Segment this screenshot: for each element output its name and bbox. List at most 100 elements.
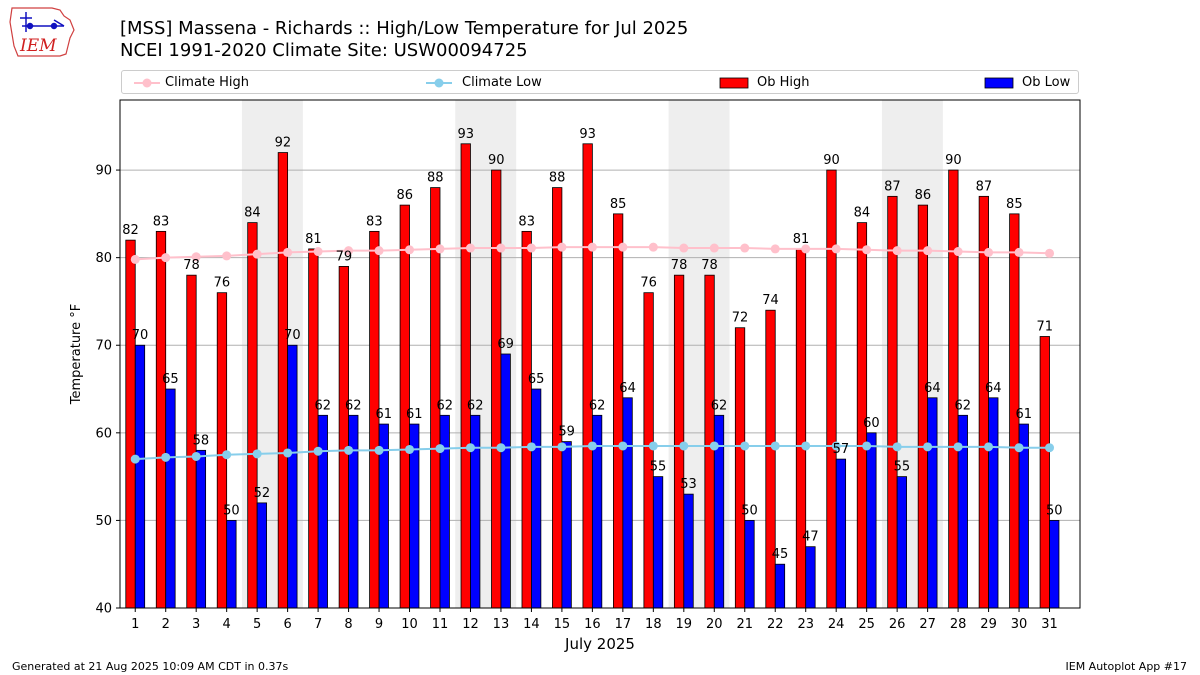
ob-high-value-label: 93 xyxy=(457,127,474,142)
ob-low-bar xyxy=(256,502,267,609)
legend-label-ob-high: Ob High xyxy=(757,75,810,90)
climate-low-line-icon xyxy=(426,78,452,88)
x-tick-label: 16 xyxy=(584,617,601,632)
legend-label-climate-high: Climate High xyxy=(165,75,250,90)
ob-high-value-label: 72 xyxy=(732,311,749,326)
climate-low-point xyxy=(496,443,506,453)
climate-low-point xyxy=(557,442,567,452)
x-tick-label: 8 xyxy=(344,617,352,632)
ob-high-value-label: 78 xyxy=(183,258,200,273)
ob-low-bar xyxy=(988,397,999,609)
ob-low-bar xyxy=(774,563,786,609)
ob-low-value-label: 62 xyxy=(436,398,453,413)
ob-high-value-label: 83 xyxy=(153,214,170,229)
ob-high-value-label: 76 xyxy=(640,276,657,291)
legend-item-climate-low: Climate Low xyxy=(424,74,584,92)
ob-high-value-label: 83 xyxy=(518,214,535,229)
svg-text:IEM: IEM xyxy=(19,36,57,56)
y-tick-label: 70 xyxy=(95,339,112,354)
climate-high-point xyxy=(191,252,201,262)
ob-low-bar xyxy=(439,414,450,609)
x-tick-label: 18 xyxy=(645,617,662,632)
ob-low-value-label: 50 xyxy=(1046,503,1063,518)
ob-low-value-label: 65 xyxy=(528,372,545,387)
ob-high-value-label: 88 xyxy=(427,171,444,186)
climate-high-point xyxy=(283,247,293,257)
climate-low-point xyxy=(313,446,323,456)
ob-low-bar xyxy=(652,476,664,609)
y-tick-label: 90 xyxy=(95,164,112,179)
ob-low-bar xyxy=(561,441,572,609)
ob-low-value-label: 62 xyxy=(315,398,332,413)
climate-low-point xyxy=(405,444,415,454)
ob-high-bar xyxy=(521,230,532,609)
ob-high-bar xyxy=(826,169,837,609)
ob-low-bar xyxy=(226,520,237,609)
ob-high-bar xyxy=(673,274,685,609)
climate-high-point xyxy=(709,243,719,253)
climate-high-point xyxy=(313,247,323,257)
ob-low-value-label: 61 xyxy=(375,407,392,422)
climate-low-point xyxy=(252,449,262,459)
climate-high-point xyxy=(405,245,415,255)
x-tick-label: 12 xyxy=(462,617,479,632)
ob-low-value-label: 58 xyxy=(193,433,210,448)
x-axis-label: July 2025 xyxy=(564,635,635,653)
climate-high-point xyxy=(770,244,780,254)
climate-high-point xyxy=(465,243,475,253)
x-tick-label: 4 xyxy=(223,617,231,632)
climate-low-point xyxy=(984,442,994,452)
ob-high-value-label: 92 xyxy=(275,136,292,151)
ob-low-value-label: 55 xyxy=(894,460,911,475)
legend: Climate High Climate Low Ob High Ob Low xyxy=(121,70,1079,94)
ob-high-bar xyxy=(216,292,228,609)
chart-title: [MSS] Massena - Richards :: High/Low Tem… xyxy=(120,18,688,62)
climate-high-point xyxy=(222,251,232,261)
ob-high-value-label: 87 xyxy=(884,179,901,194)
footer-generated: Generated at 21 Aug 2025 10:09 AM CDT in… xyxy=(12,660,289,673)
ob-high-value-label: 84 xyxy=(854,206,871,221)
climate-high-point xyxy=(648,242,658,252)
climate-high-point xyxy=(1014,247,1024,257)
x-tick-label: 10 xyxy=(401,617,418,632)
x-tick-label: 3 xyxy=(192,617,200,632)
x-tick-label: 21 xyxy=(736,617,753,632)
x-tick-label: 14 xyxy=(523,617,540,632)
climate-high-point xyxy=(252,249,262,259)
ob-low-value-label: 64 xyxy=(924,381,941,396)
x-tick-label: 23 xyxy=(797,617,814,632)
x-tick-label: 20 xyxy=(706,617,723,632)
y-tick-label: 80 xyxy=(95,251,112,266)
ob-low-bar xyxy=(348,414,359,609)
ob-low-value-label: 52 xyxy=(254,486,271,501)
climate-low-point xyxy=(222,450,232,460)
climate-low-point xyxy=(709,441,719,451)
y-axis-label: Temperature °F xyxy=(69,304,84,405)
ob-high-bar xyxy=(338,266,349,609)
legend-label-climate-low: Climate Low xyxy=(462,75,542,90)
climate-low-point xyxy=(526,442,536,452)
climate-low-point xyxy=(344,445,354,455)
footer-app: IEM Autoplot App #17 xyxy=(1065,660,1188,673)
iem-logo: IEM xyxy=(9,7,75,57)
climate-low-point xyxy=(862,441,872,451)
ob-low-value-label: 70 xyxy=(284,328,301,343)
ob-high-value-label: 76 xyxy=(214,276,231,291)
ob-high-value-label: 81 xyxy=(305,232,322,247)
ob-high-bar xyxy=(765,309,776,609)
climate-low-point xyxy=(923,442,933,452)
x-tick-label: 30 xyxy=(1011,617,1028,632)
x-tick-label: 17 xyxy=(615,617,632,632)
ob-high-value-label: 86 xyxy=(915,188,932,203)
x-tick-label: 6 xyxy=(283,617,291,632)
ob-high-value-label: 86 xyxy=(397,188,414,203)
x-tick-label: 13 xyxy=(493,617,510,632)
ob-low-value-label: 45 xyxy=(772,547,789,562)
climate-low-point xyxy=(801,441,811,451)
x-tick-label: 24 xyxy=(828,617,845,632)
ob-high-value-label: 93 xyxy=(579,127,596,142)
title-line-2: NCEI 1991-2020 Climate Site: USW00094725 xyxy=(120,40,528,61)
climate-low-point xyxy=(831,441,841,451)
ob-low-bar xyxy=(805,546,816,609)
